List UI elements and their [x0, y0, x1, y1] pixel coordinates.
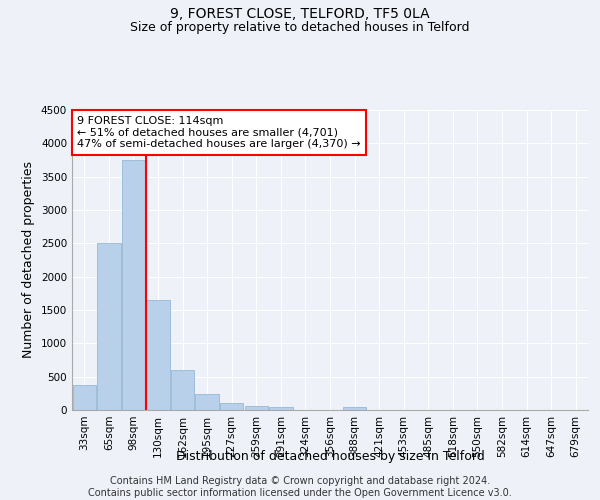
Bar — [73, 384, 96, 410]
Bar — [171, 370, 194, 410]
Text: 9, FOREST CLOSE, TELFORD, TF5 0LA: 9, FOREST CLOSE, TELFORD, TF5 0LA — [170, 8, 430, 22]
Bar — [220, 404, 244, 410]
Bar — [146, 300, 170, 410]
Bar — [196, 394, 219, 410]
Text: Contains HM Land Registry data © Crown copyright and database right 2024.
Contai: Contains HM Land Registry data © Crown c… — [88, 476, 512, 498]
Bar — [245, 406, 268, 410]
Y-axis label: Number of detached properties: Number of detached properties — [22, 162, 35, 358]
Text: Distribution of detached houses by size in Telford: Distribution of detached houses by size … — [176, 450, 484, 463]
Bar — [343, 406, 366, 410]
Text: 9 FOREST CLOSE: 114sqm
← 51% of detached houses are smaller (4,701)
47% of semi-: 9 FOREST CLOSE: 114sqm ← 51% of detached… — [77, 116, 361, 149]
Text: Size of property relative to detached houses in Telford: Size of property relative to detached ho… — [130, 21, 470, 34]
Bar — [122, 160, 145, 410]
Bar — [269, 408, 293, 410]
Bar — [97, 244, 121, 410]
